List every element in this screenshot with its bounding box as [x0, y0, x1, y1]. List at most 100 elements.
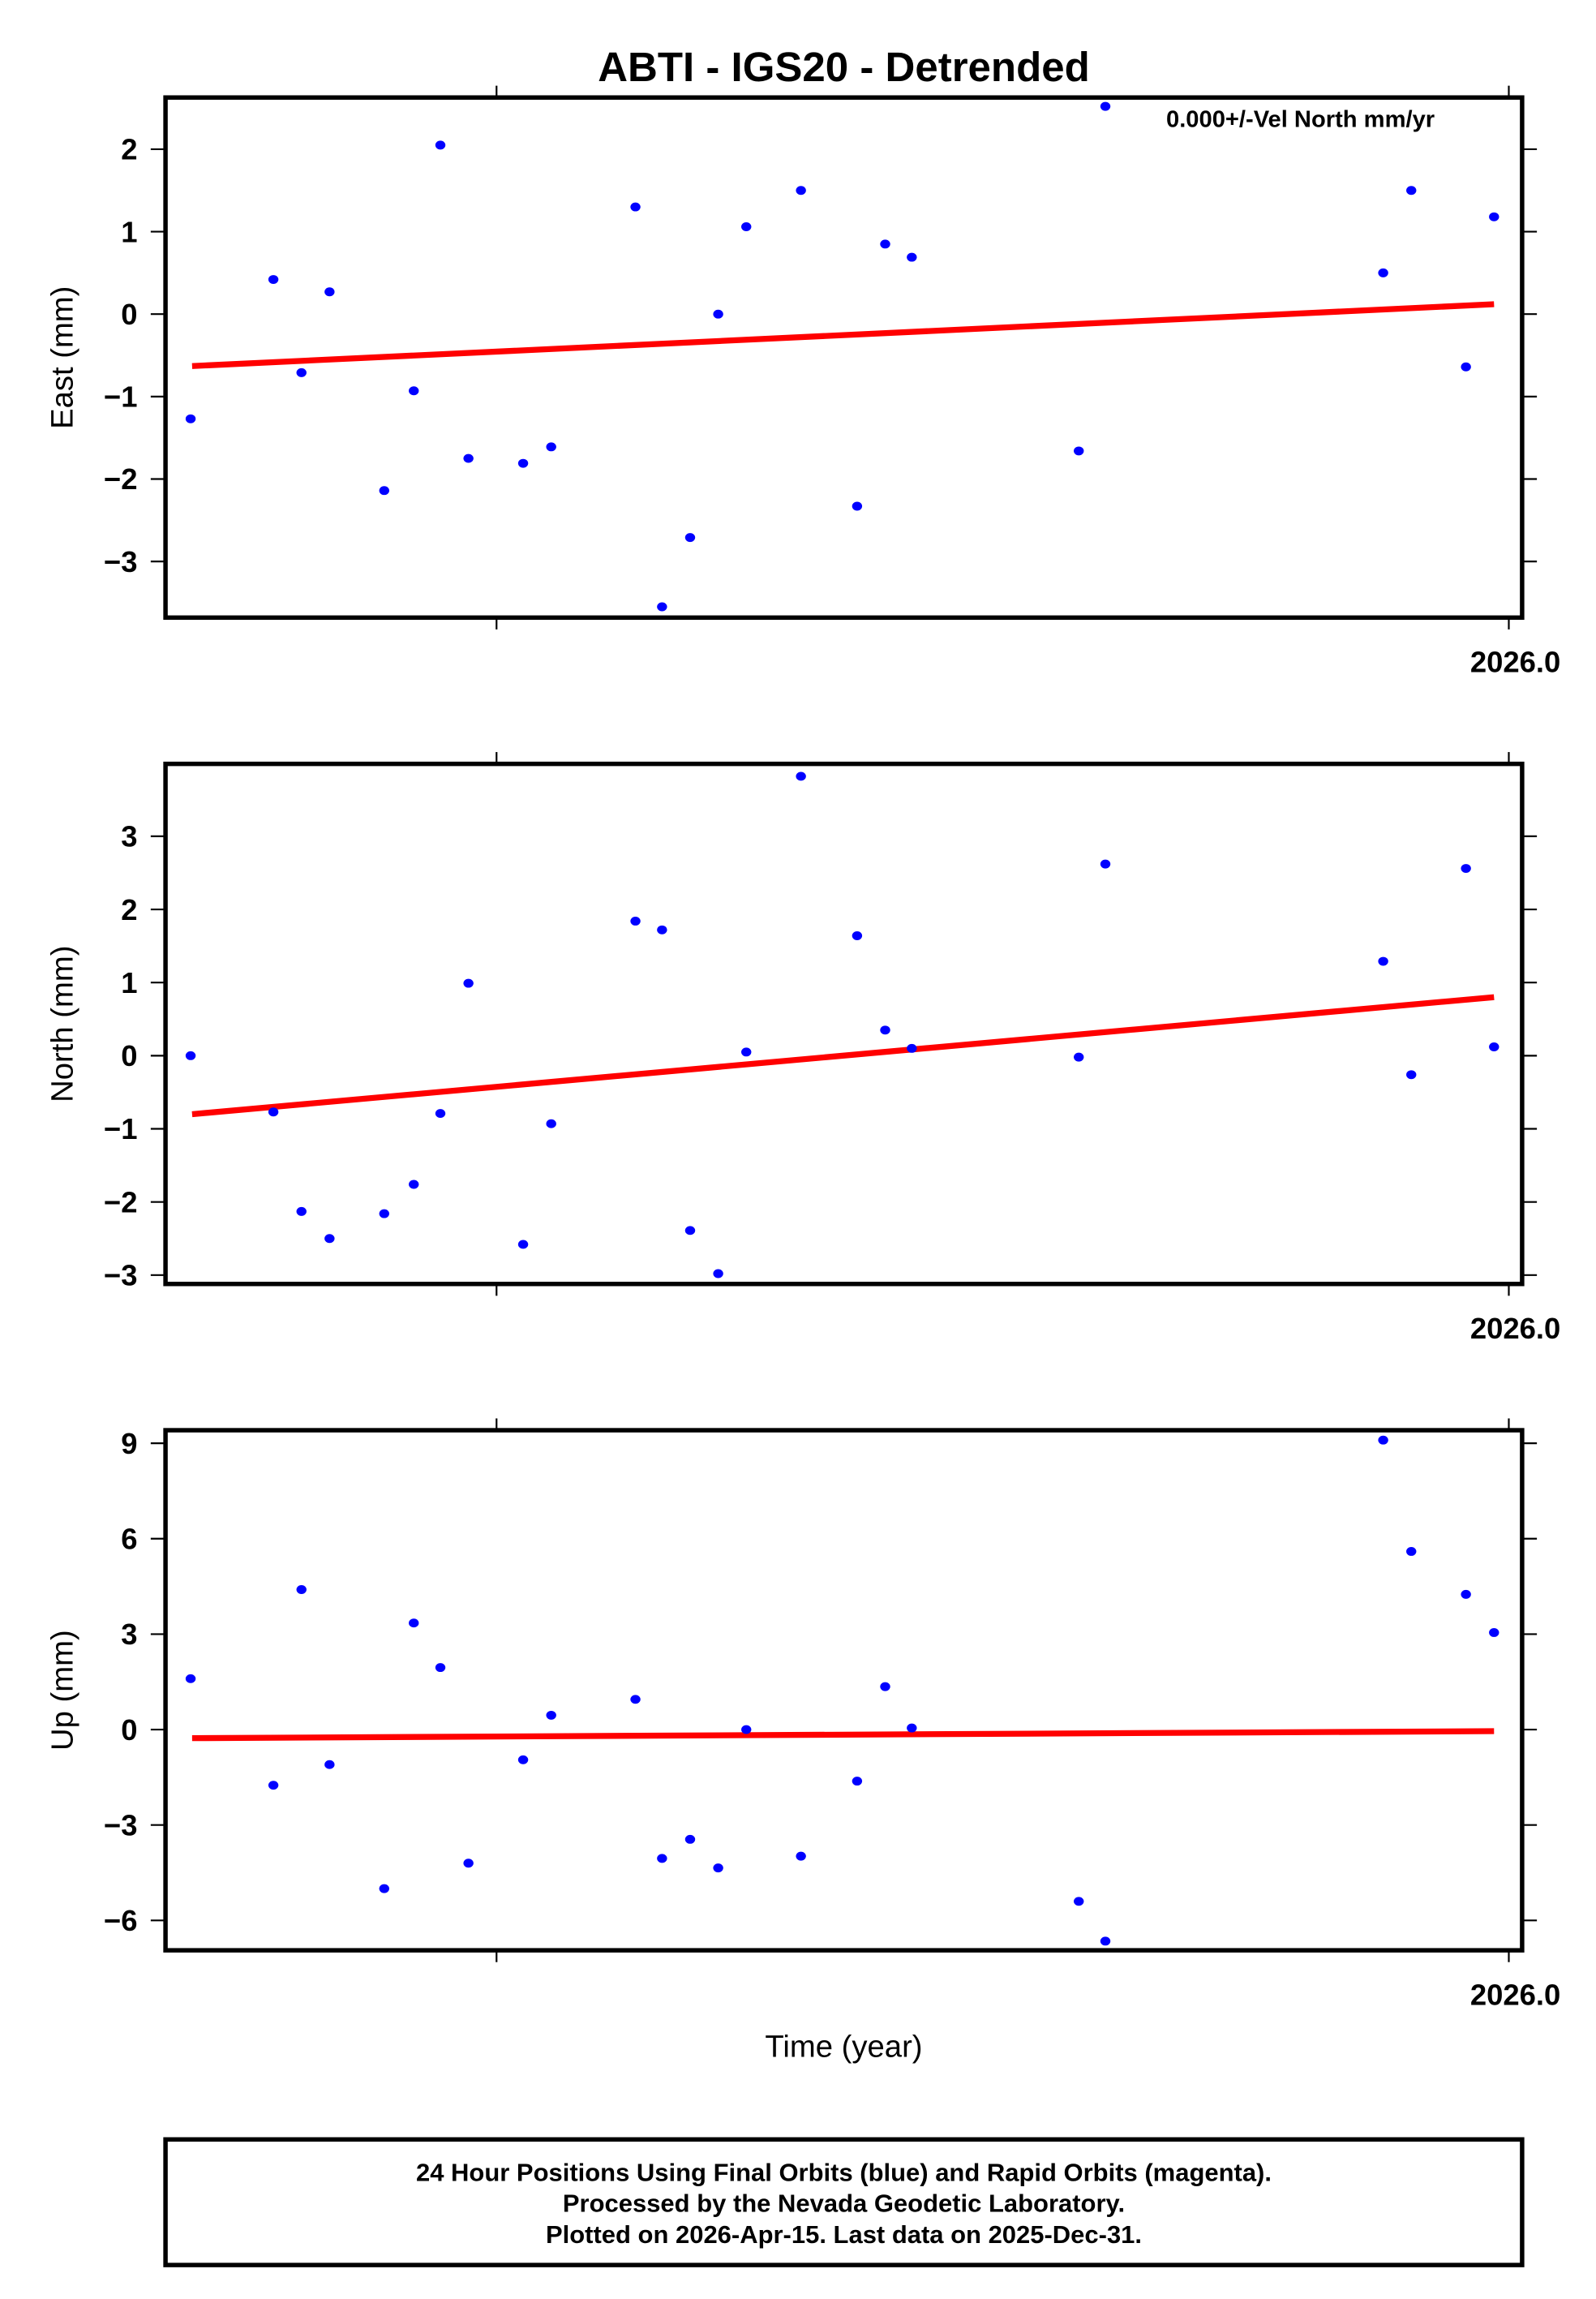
data-point [1461, 1589, 1471, 1599]
data-point [268, 1781, 279, 1790]
x-axis-label: Time (year) [765, 2029, 922, 2064]
y-tick-label: −3 [104, 545, 138, 578]
y-tick-label: 1 [121, 215, 137, 248]
data-point [796, 1851, 806, 1861]
y-tick-label: −2 [104, 1185, 138, 1218]
data-point [185, 1674, 196, 1683]
plot-frame [163, 761, 1525, 1287]
data-point [741, 222, 752, 231]
data-point [630, 202, 641, 212]
data-point [435, 1109, 446, 1119]
data-point [1461, 864, 1471, 874]
up-panel: 2026.0 9 6 3 0 −3 −6 Up (mm) [45, 1418, 1560, 2012]
data-point [880, 1025, 890, 1035]
data-point [741, 1047, 752, 1057]
data-point [796, 771, 806, 781]
x-tick-label: 2026.0 [1470, 1312, 1560, 1345]
chart-title: ABTI - IGS20 - Detrended [598, 44, 1090, 90]
data-point [409, 386, 419, 396]
data-point [435, 1663, 446, 1673]
data-point [517, 1755, 529, 1764]
data-point [296, 1206, 307, 1216]
footer-box: 24 Hour Positions Using Final Orbits (bl… [163, 2137, 1525, 2267]
data-point [657, 1854, 667, 1863]
data-point [409, 1618, 419, 1628]
y-tick-label: 9 [121, 1427, 137, 1460]
data-point [907, 1043, 917, 1053]
data-point [1406, 186, 1417, 196]
y-tick-label: 0 [121, 1039, 137, 1072]
data-point [463, 453, 474, 463]
y-axis-label: Up (mm) [45, 1630, 79, 1751]
trend-line [191, 994, 1495, 1118]
data-point [907, 252, 917, 262]
data-point [546, 1119, 556, 1128]
data-point [713, 1269, 723, 1278]
data-point [268, 275, 279, 284]
data-point [1378, 1435, 1388, 1445]
data-point [684, 1834, 696, 1844]
y-tick-label: −6 [104, 1904, 138, 1937]
plot-frame [163, 95, 1525, 621]
data-point [1378, 956, 1388, 966]
data-point [907, 1723, 917, 1733]
velocity-annotation: 0.000+/-Vel North mm/yr [1166, 107, 1435, 133]
data-point [185, 414, 196, 423]
y-tick-label: 1 [121, 966, 137, 999]
data-point [379, 1209, 389, 1218]
data-point [684, 533, 696, 543]
data-point [296, 367, 307, 377]
y-tick-label: 0 [121, 298, 137, 331]
plot-frame [163, 1428, 1525, 1953]
data-point [657, 602, 667, 612]
data-point [517, 458, 529, 468]
y-tick-label: −1 [104, 380, 138, 414]
data-point [657, 925, 667, 935]
y-tick-label: −3 [104, 1259, 138, 1292]
north-panel: 2026.0 3 2 1 0 −1 −2 −3 North (mm) [45, 752, 1560, 1345]
footer-line-1: 24 Hour Positions Using Final Orbits (bl… [416, 2158, 1272, 2186]
data-point [630, 1695, 641, 1704]
data-point [463, 1859, 474, 1868]
data-point [409, 1180, 419, 1189]
data-point [713, 1863, 723, 1873]
data-point [880, 239, 890, 249]
data-point [268, 1107, 279, 1117]
data-point [517, 1240, 529, 1249]
y-tick-label: 2 [121, 133, 137, 166]
footer-line-2: Processed by the Nevada Geodetic Laborat… [563, 2189, 1125, 2218]
x-tick-label: 2026.0 [1470, 646, 1560, 679]
data-point [379, 1884, 389, 1893]
data-point [1100, 101, 1111, 111]
data-point [546, 442, 556, 452]
data-point [379, 486, 389, 496]
footer-line-3: Plotted on 2026-Apr-15. Last data on 202… [546, 2220, 1142, 2249]
data-point [1100, 1936, 1111, 1946]
east-panel: 2026.0 2 1 0 −1 −2 −3 East (mm) [45, 85, 1560, 679]
data-point [546, 1710, 556, 1720]
data-point [1489, 1627, 1499, 1637]
y-tick-label: 3 [121, 1618, 137, 1651]
data-point [1074, 1897, 1084, 1906]
y-tick-label: 0 [121, 1713, 137, 1747]
data-point [713, 309, 723, 319]
data-point [1489, 212, 1499, 221]
data-point [630, 916, 641, 926]
data-point [1074, 1052, 1084, 1062]
data-point [1489, 1042, 1499, 1051]
data-point [463, 978, 474, 988]
y-axis-label: North (mm) [45, 946, 79, 1102]
data-point [324, 1760, 335, 1769]
data-point [1074, 446, 1084, 456]
data-point [880, 1682, 890, 1691]
data-point [852, 501, 863, 511]
x-tick-label: 2026.0 [1470, 1979, 1560, 2012]
trend-line [191, 301, 1495, 369]
y-tick-label: 2 [121, 893, 137, 926]
data-point [852, 931, 863, 940]
data-point [684, 1226, 696, 1235]
data-point [324, 1234, 335, 1244]
y-tick-label: −1 [104, 1112, 138, 1145]
